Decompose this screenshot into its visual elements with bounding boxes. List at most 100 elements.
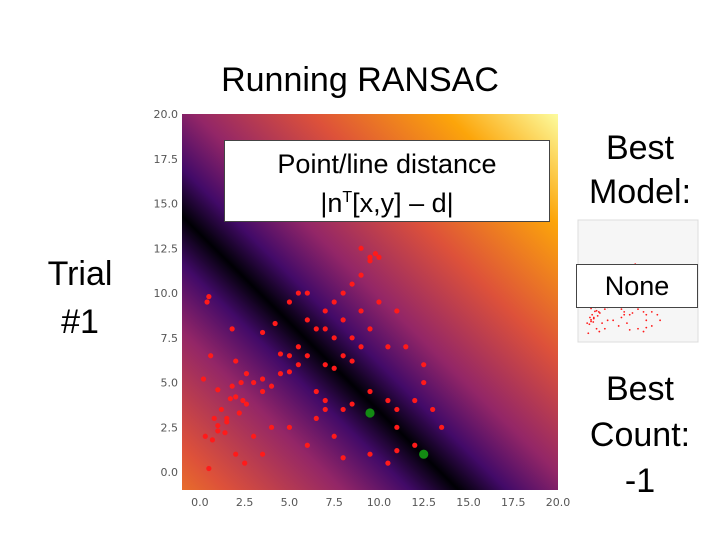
data-point bbox=[233, 358, 239, 364]
data-point bbox=[211, 415, 217, 421]
data-point bbox=[331, 433, 337, 439]
best-model-line1: Best bbox=[605, 129, 675, 167]
data-point bbox=[259, 451, 266, 457]
data-point bbox=[313, 415, 319, 421]
data-point bbox=[349, 401, 355, 407]
thumbnail-point bbox=[650, 325, 653, 327]
data-point bbox=[385, 344, 391, 350]
thumbnail-point bbox=[586, 322, 589, 325]
best-model-label: Best Model: bbox=[560, 126, 720, 214]
data-point bbox=[206, 465, 212, 472]
data-point bbox=[421, 362, 427, 368]
data-point bbox=[206, 294, 212, 300]
thumbnail-point bbox=[606, 319, 609, 322]
thumbnail-point bbox=[617, 325, 620, 327]
data-point bbox=[240, 397, 246, 404]
data-point bbox=[215, 422, 221, 429]
data-point bbox=[376, 254, 382, 260]
data-point bbox=[439, 424, 445, 430]
data-point bbox=[394, 406, 400, 413]
x-tick-label: 2.5 bbox=[236, 496, 254, 509]
best-count-label: Best Count: -1 bbox=[560, 366, 720, 504]
data-point bbox=[295, 344, 301, 350]
thumbnail-point bbox=[650, 311, 653, 313]
best-model-value: None bbox=[576, 264, 698, 308]
data-point bbox=[277, 351, 284, 357]
data-point bbox=[367, 254, 373, 260]
x-tick-label: 10.0 bbox=[367, 496, 392, 509]
sample-point bbox=[419, 449, 429, 459]
data-point bbox=[385, 460, 391, 466]
data-point bbox=[268, 424, 275, 430]
data-point bbox=[304, 317, 310, 323]
data-point bbox=[331, 299, 337, 305]
thumbnail-point bbox=[588, 323, 591, 326]
thumbnail-point bbox=[612, 319, 615, 322]
thumbnail-point bbox=[603, 308, 606, 310]
thumbnail-point bbox=[659, 319, 661, 322]
data-point bbox=[367, 388, 373, 395]
data-point bbox=[229, 326, 235, 332]
thumbnail-point bbox=[592, 317, 595, 320]
data-point bbox=[251, 379, 257, 386]
data-point bbox=[412, 442, 418, 448]
thumbnail-point bbox=[656, 313, 659, 316]
thumbnail-point bbox=[628, 328, 631, 331]
trial-label-line2: #1 bbox=[61, 303, 99, 341]
data-point bbox=[243, 401, 250, 407]
thumbnail-point bbox=[603, 327, 606, 330]
data-point bbox=[224, 415, 230, 421]
thumbnail-point bbox=[587, 332, 590, 335]
thumbnail-point bbox=[595, 327, 598, 330]
data-point bbox=[209, 437, 216, 443]
data-point bbox=[331, 365, 337, 371]
data-point bbox=[304, 290, 310, 296]
x-tick-label: 5.0 bbox=[281, 496, 299, 509]
thumbnail-point bbox=[645, 319, 648, 322]
thumbnail-point bbox=[645, 313, 648, 316]
distance-formula-box: Point/line distance |nT[x,y] – d| bbox=[224, 140, 550, 222]
data-point bbox=[215, 387, 221, 393]
data-point bbox=[322, 308, 328, 314]
data-point bbox=[259, 329, 266, 336]
data-point bbox=[322, 362, 328, 368]
thumbnail-point bbox=[631, 312, 634, 314]
thumbnail-point bbox=[589, 316, 591, 319]
best-count-value: -1 bbox=[624, 462, 656, 500]
thumbnail-point bbox=[626, 322, 628, 325]
data-point bbox=[222, 430, 228, 436]
data-point bbox=[394, 424, 400, 430]
distance-label: Point/line distance bbox=[277, 149, 497, 179]
data-point bbox=[277, 371, 284, 377]
thumbnail-point bbox=[620, 308, 623, 310]
y-tick-label: 12.5 bbox=[154, 242, 179, 255]
best-count-line1: Best bbox=[605, 370, 675, 408]
data-point bbox=[367, 451, 373, 457]
data-point bbox=[376, 299, 382, 305]
data-point bbox=[304, 353, 310, 359]
data-point bbox=[367, 258, 373, 264]
data-point bbox=[421, 379, 427, 386]
thumbnail-point bbox=[591, 313, 594, 316]
data-point bbox=[394, 448, 400, 454]
data-point bbox=[367, 326, 373, 332]
x-tick-label: 15.0 bbox=[456, 496, 481, 509]
data-point bbox=[349, 281, 355, 287]
data-point bbox=[322, 397, 328, 404]
slide-title: Running RANSAC bbox=[221, 61, 499, 99]
data-point bbox=[372, 251, 378, 257]
x-tick-label: 12.5 bbox=[411, 496, 436, 509]
best-count-line2: Count: bbox=[589, 416, 691, 454]
thumbnail-point bbox=[594, 310, 596, 313]
thumbnail-point bbox=[637, 308, 639, 310]
data-point bbox=[340, 317, 346, 323]
data-point bbox=[322, 406, 328, 413]
data-point bbox=[313, 388, 319, 395]
data-point bbox=[385, 397, 391, 404]
data-point bbox=[286, 299, 293, 305]
data-point bbox=[229, 383, 235, 389]
thumbnail-point bbox=[620, 316, 623, 319]
y-tick-label: 17.5 bbox=[154, 153, 179, 166]
thumbnail-point bbox=[642, 311, 645, 313]
best-model-line2: Model: bbox=[588, 173, 692, 211]
